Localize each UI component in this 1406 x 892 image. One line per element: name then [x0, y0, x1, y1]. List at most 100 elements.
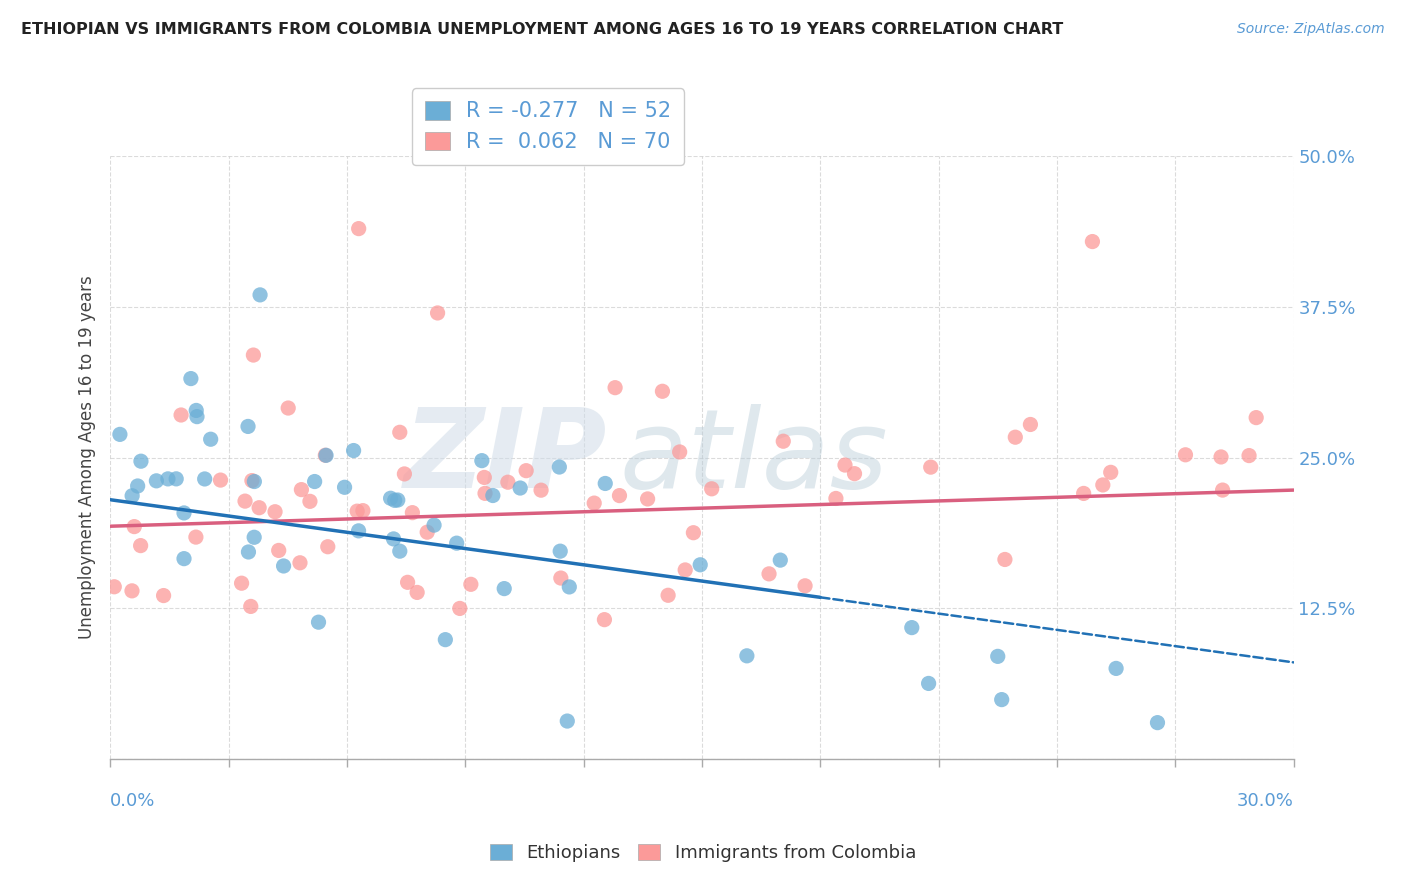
- Point: [673, 563, 696, 577]
- Point: [593, 476, 616, 491]
- Point: [388, 544, 411, 558]
- Point: [342, 443, 364, 458]
- Point: [474, 486, 496, 500]
- Point: [388, 425, 411, 440]
- Point: [769, 553, 792, 567]
- Point: [243, 530, 266, 544]
- Point: [239, 599, 262, 614]
- Point: [509, 481, 531, 495]
- Point: [825, 491, 848, 506]
- Point: [186, 403, 208, 417]
- Point: [637, 491, 659, 506]
- Point: [471, 453, 494, 467]
- Point: [277, 401, 299, 415]
- Point: [1209, 450, 1232, 464]
- Point: [298, 494, 321, 508]
- Point: [920, 460, 942, 475]
- Text: ZIP: ZIP: [404, 404, 607, 511]
- Point: [264, 505, 287, 519]
- Point: [194, 472, 217, 486]
- Point: [129, 539, 152, 553]
- Point: [231, 576, 253, 591]
- Point: [668, 445, 690, 459]
- Point: [346, 504, 368, 518]
- Text: 30.0%: 30.0%: [1237, 792, 1294, 810]
- Point: [127, 479, 149, 493]
- Point: [593, 613, 616, 627]
- Text: ETHIOPIAN VS IMMIGRANTS FROM COLOMBIA UNEMPLOYMENT AMONG AGES 16 TO 19 YEARS COR: ETHIOPIAN VS IMMIGRANTS FROM COLOMBIA UN…: [21, 22, 1063, 37]
- Point: [273, 558, 295, 573]
- Point: [380, 491, 402, 506]
- Point: [515, 464, 537, 478]
- Point: [758, 566, 780, 581]
- Y-axis label: Unemployment Among Ages 16 to 19 years: Unemployment Among Ages 16 to 19 years: [79, 276, 96, 640]
- Text: 0.0%: 0.0%: [110, 792, 156, 810]
- Point: [347, 221, 370, 235]
- Point: [347, 524, 370, 538]
- Point: [103, 580, 125, 594]
- Point: [384, 493, 406, 508]
- Point: [165, 472, 187, 486]
- Point: [394, 467, 416, 481]
- Point: [609, 489, 631, 503]
- Point: [550, 571, 572, 585]
- Point: [482, 489, 505, 503]
- Point: [657, 588, 679, 602]
- Point: [446, 536, 468, 550]
- Point: [1019, 417, 1042, 432]
- Point: [209, 473, 232, 487]
- Point: [994, 552, 1017, 566]
- Point: [651, 384, 673, 399]
- Legend: Ethiopians, Immigrants from Colombia: Ethiopians, Immigrants from Colombia: [482, 837, 924, 870]
- Point: [426, 306, 449, 320]
- Point: [406, 585, 429, 599]
- Point: [170, 408, 193, 422]
- Point: [434, 632, 457, 647]
- Point: [238, 545, 260, 559]
- Point: [233, 494, 256, 508]
- Point: [108, 427, 131, 442]
- Point: [121, 489, 143, 503]
- Text: atlas: atlas: [619, 404, 887, 511]
- Point: [844, 467, 866, 481]
- Point: [1244, 410, 1267, 425]
- Point: [1174, 448, 1197, 462]
- Point: [249, 288, 271, 302]
- Point: [1099, 466, 1122, 480]
- Point: [794, 579, 817, 593]
- Point: [460, 577, 482, 591]
- Point: [352, 503, 374, 517]
- Point: [548, 460, 571, 475]
- Point: [316, 540, 339, 554]
- Point: [308, 615, 330, 630]
- Point: [387, 493, 409, 508]
- Point: [530, 483, 553, 498]
- Point: [267, 543, 290, 558]
- Point: [200, 432, 222, 446]
- Point: [247, 500, 270, 515]
- Point: [186, 409, 208, 424]
- Legend: R = -0.277   N = 52, R =  0.062   N = 70: R = -0.277 N = 52, R = 0.062 N = 70: [412, 88, 683, 165]
- Point: [990, 692, 1012, 706]
- Point: [124, 519, 146, 533]
- Point: [416, 525, 439, 540]
- Point: [834, 458, 856, 472]
- Point: [180, 371, 202, 385]
- Point: [396, 575, 419, 590]
- Point: [333, 480, 356, 494]
- Point: [1105, 661, 1128, 675]
- Point: [548, 544, 571, 558]
- Point: [173, 551, 195, 566]
- Point: [1073, 486, 1095, 500]
- Point: [129, 454, 152, 468]
- Point: [236, 419, 259, 434]
- Point: [449, 601, 471, 615]
- Point: [401, 506, 423, 520]
- Point: [1091, 478, 1114, 492]
- Point: [243, 475, 266, 489]
- Point: [382, 532, 405, 546]
- Point: [583, 496, 606, 510]
- Point: [184, 530, 207, 544]
- Point: [494, 582, 516, 596]
- Point: [558, 580, 581, 594]
